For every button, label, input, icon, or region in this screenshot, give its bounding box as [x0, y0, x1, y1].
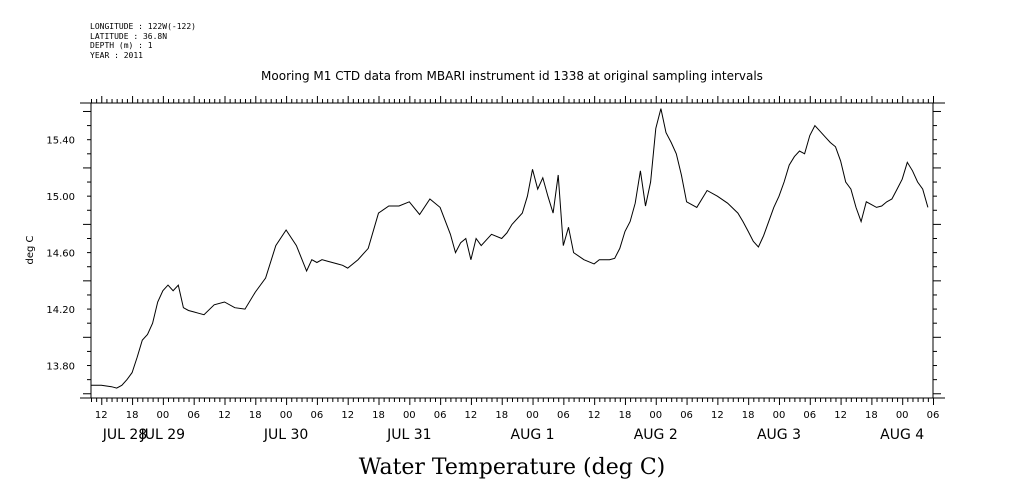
y-tick-label: 14.60 [46, 249, 75, 260]
y-tick-label: 15.40 [46, 136, 75, 147]
hour-tick-label: 18 [865, 410, 878, 421]
hour-tick-label: 12 [588, 410, 601, 421]
axis-ticks [83, 96, 941, 405]
hour-tick-label: 12 [218, 410, 231, 421]
date-label: JUL 30 [263, 427, 308, 443]
water-temperature-line [91, 108, 929, 389]
hour-tick-label: 12 [711, 410, 724, 421]
y-tick-labels: 13.80 14.20 14.60 15.00 15.40 [46, 136, 75, 373]
hour-tick-label: 06 [927, 410, 940, 421]
hour-tick-label: 00 [280, 410, 293, 421]
hour-tick-label: 06 [187, 410, 200, 421]
hour-tick-label: 06 [557, 410, 570, 421]
hour-tick-label: 18 [249, 410, 262, 421]
hour-tick-label: 12 [834, 410, 847, 421]
date-label: AUG 1 [511, 427, 555, 443]
plot-frame [80, 102, 945, 399]
metadata-block: LONGITUDE : 122W(-122) LATITUDE : 36.8N … [90, 22, 196, 60]
hour-tick-label: 18 [495, 410, 508, 421]
hour-tick-label: 06 [803, 410, 816, 421]
date-label: AUG 4 [880, 427, 924, 443]
hour-tick-label: 00 [403, 410, 416, 421]
chart-title: Mooring M1 CTD data from MBARI instrumen… [261, 69, 763, 83]
depth-text: DEPTH (m) : 1 [90, 41, 153, 50]
hour-tick-label: 18 [619, 410, 632, 421]
year-text: YEAR : 2011 [90, 50, 143, 60]
hour-tick-label: 00 [649, 410, 662, 421]
y-tick-label: 14.20 [46, 305, 75, 316]
hour-tick-label: 12 [341, 410, 354, 421]
hour-tick-label: 18 [126, 410, 139, 421]
date-label: AUG 2 [634, 427, 678, 443]
hour-tick-label: 00 [526, 410, 539, 421]
date-label: JUL 28 [102, 427, 147, 443]
y-tick-label: 15.00 [46, 192, 75, 203]
y-axis-label: deg C [25, 235, 36, 264]
hour-tick-label: 06 [311, 410, 324, 421]
hour-tick-label: 18 [742, 410, 755, 421]
hour-tick-label: 06 [434, 410, 447, 421]
x-hour-labels: 12 18 00 06 12 18 00 06 12 18 00 06 12 18 00 06 12 18 00 06… [95, 410, 939, 421]
hour-tick-label: 00 [773, 410, 786, 421]
latitude-text: LATITUDE : 36.8N [90, 31, 168, 41]
hour-tick-label: 12 [465, 410, 478, 421]
x-axis-label: Water Temperature (deg C) [359, 455, 666, 480]
longitude-text: LONGITUDE : 122W(-122) [90, 22, 196, 31]
hour-tick-label: 00 [157, 410, 170, 421]
date-label: JUL 29 [140, 427, 185, 443]
y-tick-label: 13.80 [46, 362, 75, 373]
hour-tick-label: 06 [680, 410, 693, 421]
date-label: JUL 31 [386, 427, 431, 443]
date-label: AUG 3 [757, 427, 801, 443]
hour-tick-label: 18 [372, 410, 385, 421]
hour-tick-label: 12 [95, 410, 108, 421]
hour-tick-label: 00 [896, 410, 909, 421]
